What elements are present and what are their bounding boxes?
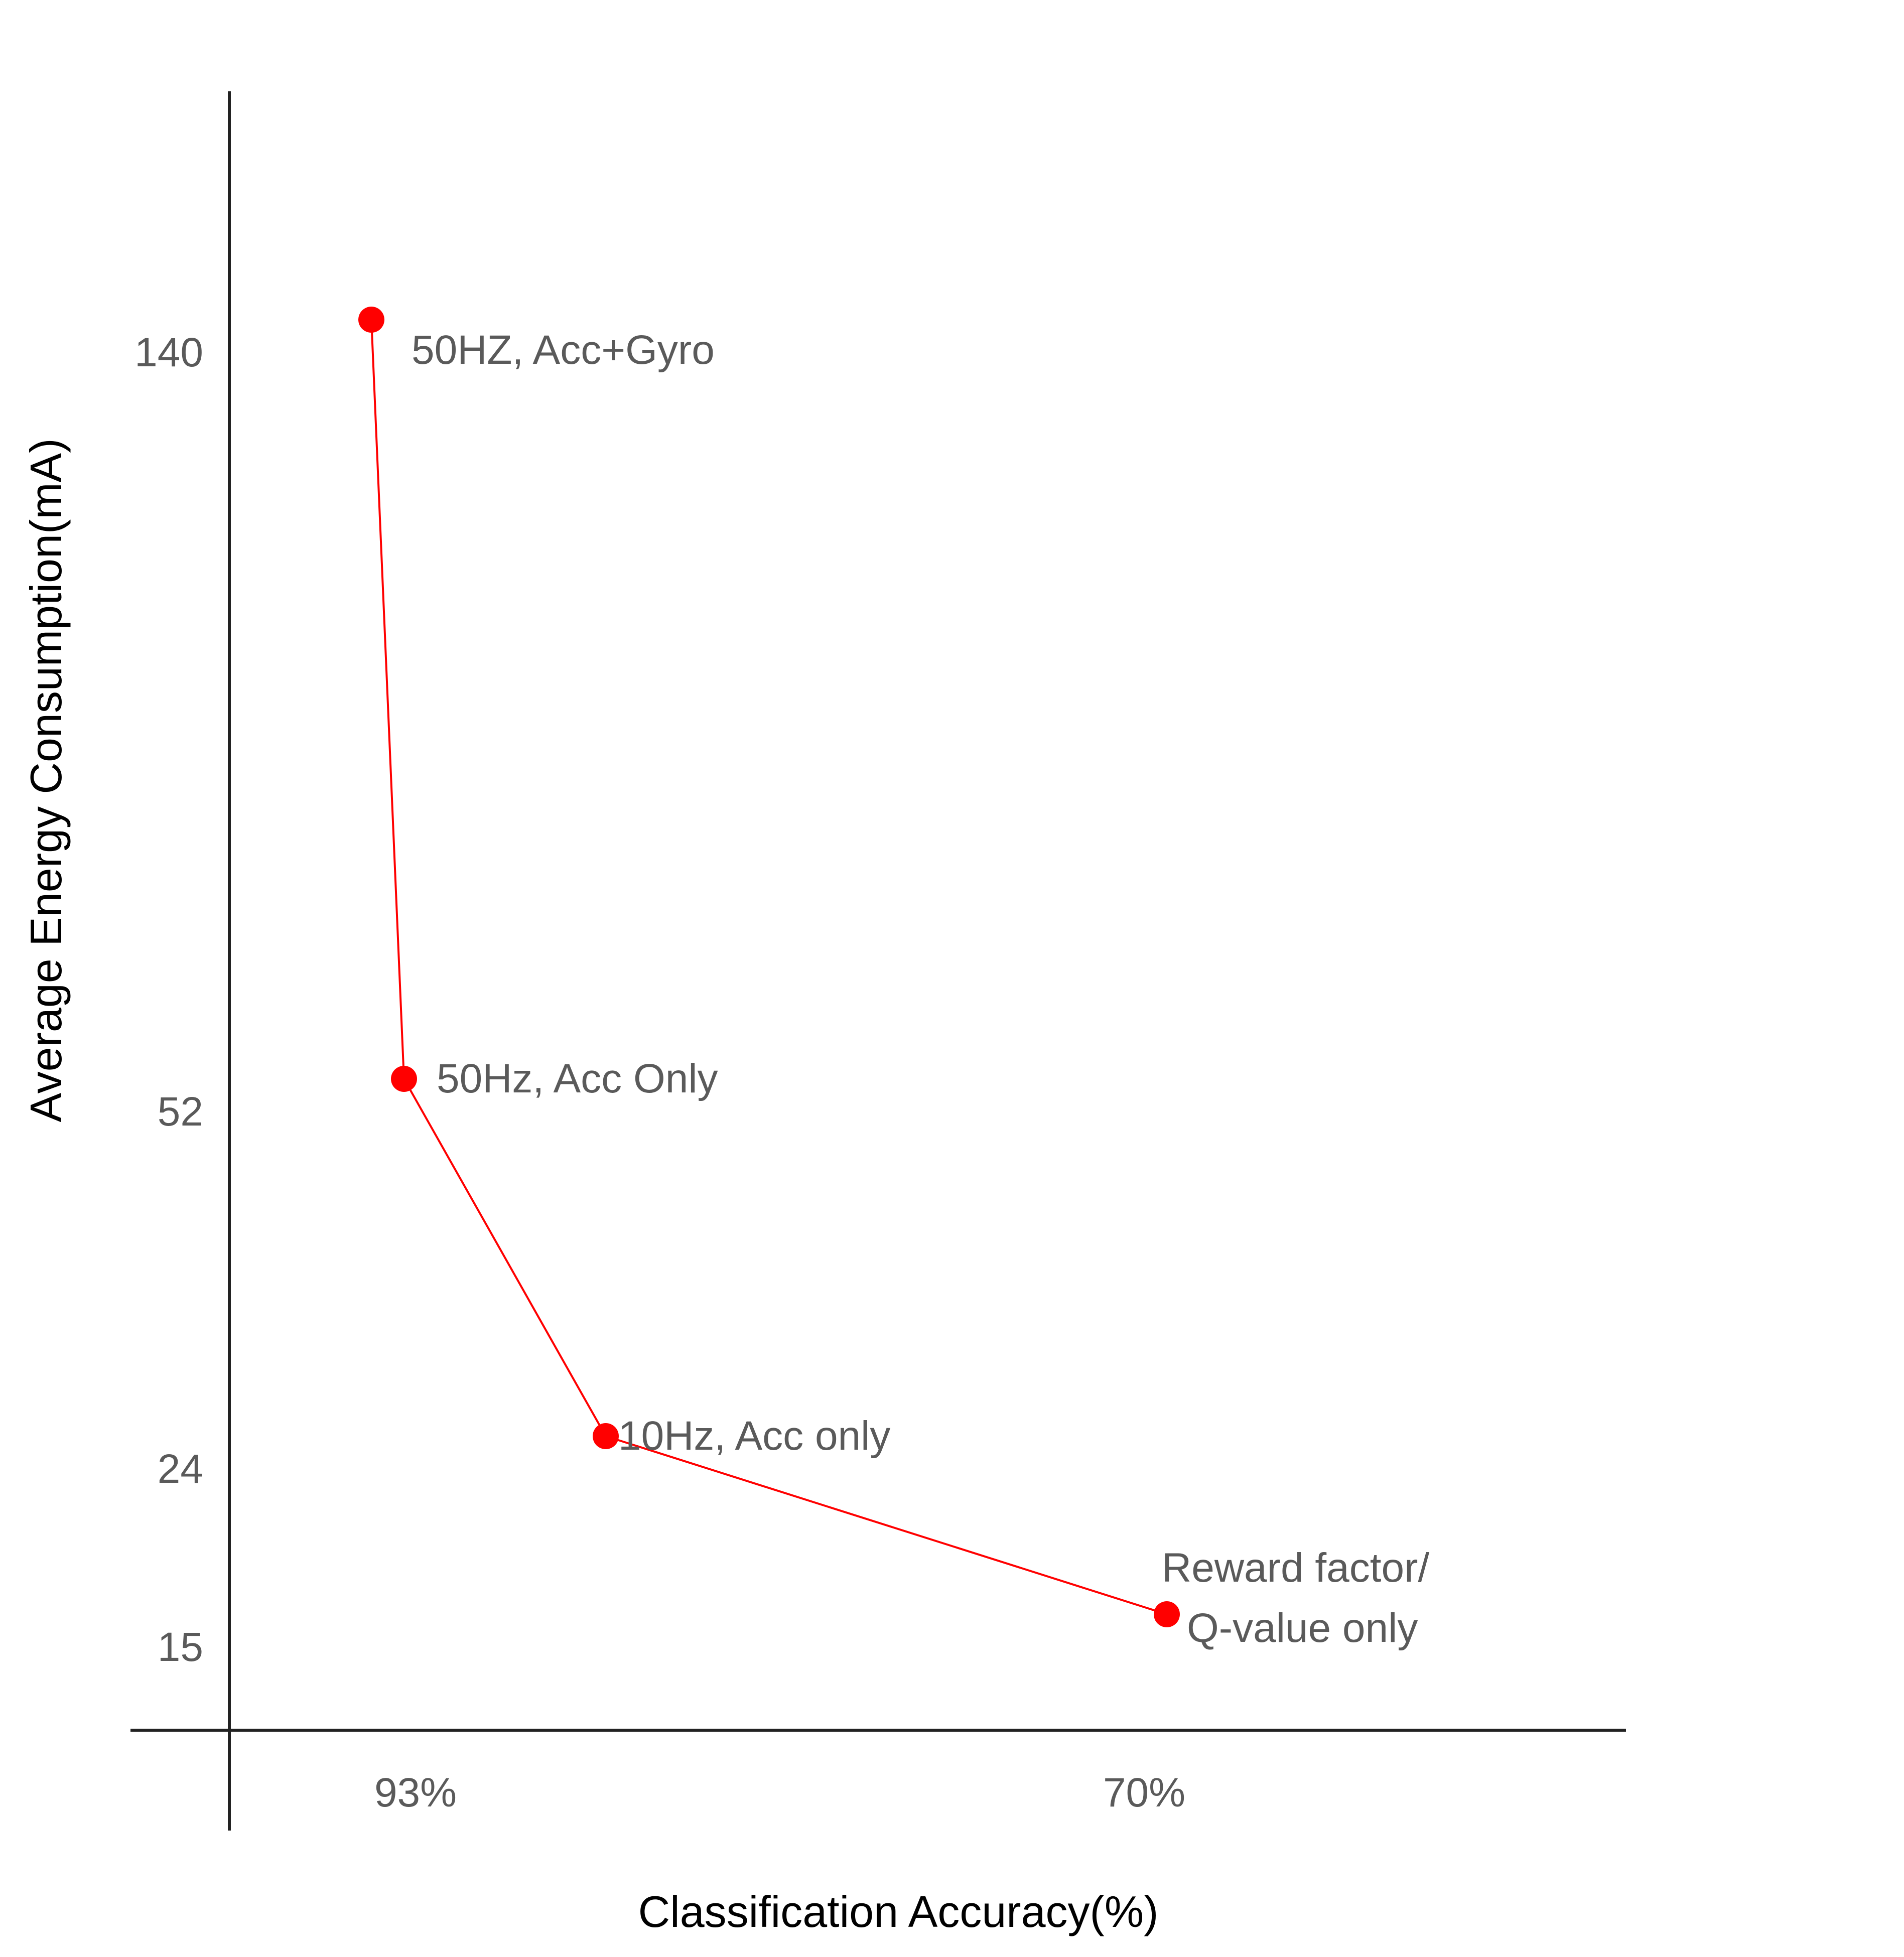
data-point	[358, 307, 384, 333]
data-point	[391, 1066, 417, 1092]
x-tick-label-93pct: 93%	[374, 1770, 457, 1815]
data-label: 10Hz, Acc only	[618, 1413, 890, 1459]
x-tick-label-70pct: 70%	[1103, 1770, 1185, 1815]
x-axis-title: Classification Accuracy(%)	[638, 1887, 1159, 1936]
series-layer: 50HZ, Acc+Gyro 50Hz, Acc Only 10Hz, Acc on…	[358, 307, 1429, 1651]
y-tick-label-52: 52	[158, 1089, 203, 1135]
y-tick-label-24: 24	[158, 1446, 203, 1492]
data-label: 50Hz, Acc Only	[437, 1056, 718, 1101]
x-tick-labels: 93% 70%	[374, 1770, 1185, 1815]
y-tick-labels: 140 52 24 15	[134, 330, 203, 1670]
series-line	[370, 319, 1167, 1615]
data-label: Reward factor/Q-value only	[1162, 1545, 1429, 1651]
data-point	[1154, 1601, 1180, 1627]
data-point	[593, 1423, 619, 1449]
y-tick-label-15: 15	[158, 1624, 203, 1670]
y-axis-title: Average Energy Consumption(mA)	[21, 438, 71, 1122]
y-tick-label-140: 140	[134, 330, 203, 375]
data-label: 50HZ, Acc+Gyro	[412, 327, 715, 373]
